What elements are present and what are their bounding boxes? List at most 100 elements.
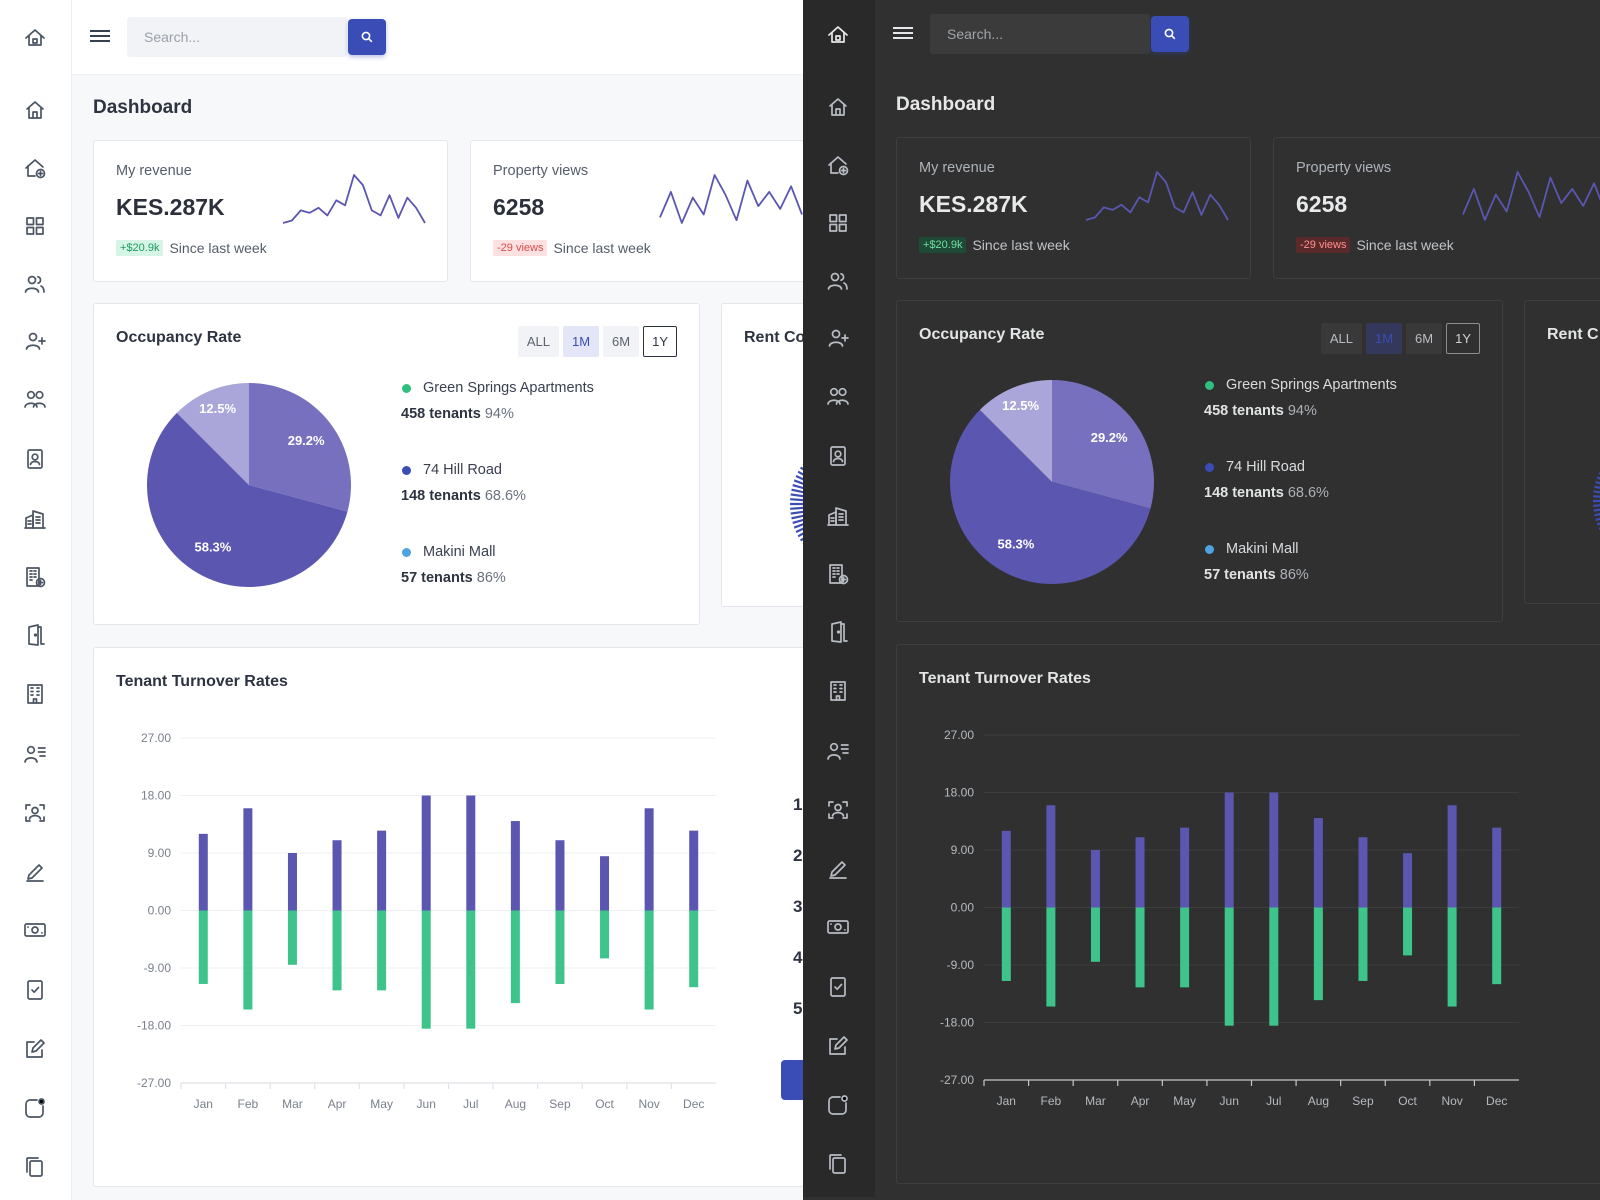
range-selector: ALL 1M 6M 1Y: [517, 326, 677, 357]
office-building-icon[interactable]: [824, 677, 852, 705]
user-frame-icon[interactable]: [824, 796, 852, 824]
copy-icon[interactable]: [21, 1153, 49, 1181]
grid-icon[interactable]: [824, 209, 852, 237]
stat-label: Property views: [493, 163, 589, 179]
money-icon[interactable]: [824, 913, 852, 941]
legend-dot: [402, 548, 411, 557]
turnover-card: Tenant Turnover Rates 27.00 18.00 9.00 0.00…: [896, 644, 1600, 1184]
radial-tick: [797, 470, 803, 476]
turnover-bar: [1492, 827, 1502, 908]
user-list-icon[interactable]: [21, 740, 49, 768]
add-building-icon[interactable]: [21, 563, 49, 591]
pen-icon[interactable]: [21, 858, 49, 886]
search-input[interactable]: [127, 17, 347, 57]
group-icon[interactable]: [21, 385, 49, 413]
occupancy-pie-chart: 29.2% 58.3% 12.5%: [950, 380, 1154, 584]
user-list-icon[interactable]: [824, 737, 852, 765]
revenue-sparkline: [282, 174, 426, 224]
buildings-icon[interactable]: [21, 505, 49, 533]
contact-card-icon[interactable]: [824, 442, 852, 470]
action-button[interactable]: [781, 1060, 803, 1100]
radial-tick: [1593, 490, 1600, 494]
menu-toggle-icon[interactable]: [90, 27, 110, 47]
range-1y-button[interactable]: 1Y: [1446, 323, 1480, 354]
door-icon[interactable]: [21, 621, 49, 649]
search-button[interactable]: [1151, 16, 1189, 52]
side-number: 1: [793, 795, 803, 814]
revenue-card: My revenue KES.287K +$20.9k Since last w…: [93, 140, 448, 282]
add-user-icon[interactable]: [824, 324, 852, 352]
turnover-bar: [243, 910, 253, 1010]
x-tick-label: Oct: [595, 1097, 614, 1111]
x-tick-label: Aug: [1308, 1094, 1329, 1108]
search-input[interactable]: [930, 14, 1150, 54]
radial-tick: [1595, 517, 1600, 522]
turnover-bar: [510, 910, 520, 1004]
users-icon[interactable]: [21, 270, 49, 298]
users-icon[interactable]: [824, 267, 852, 295]
legend-dot: [402, 384, 411, 393]
stat-label: Property views: [1296, 160, 1392, 176]
range-all-button[interactable]: ALL: [517, 326, 559, 357]
x-tick-label: May: [1173, 1094, 1196, 1108]
contact-card-icon[interactable]: [21, 445, 49, 473]
add-building-icon[interactable]: [824, 560, 852, 588]
legend-name: 74 Hill Road: [1226, 459, 1305, 475]
menu-toggle-icon[interactable]: [893, 24, 913, 44]
x-tick-label: Jul: [463, 1097, 478, 1111]
radial-tick: [790, 510, 803, 515]
legend-tenants: 57 tenants: [401, 570, 473, 586]
legend-item: 74 Hill Road 148 tenants 68.6%: [1204, 459, 1397, 541]
copy-icon[interactable]: [824, 1150, 852, 1178]
home-icon[interactable]: [21, 96, 49, 124]
radial-tick: [795, 527, 803, 533]
x-tick-label: Jun: [1220, 1094, 1239, 1108]
user-frame-icon[interactable]: [21, 799, 49, 827]
door-icon[interactable]: [824, 618, 852, 646]
legend-name: Green Springs Apartments: [423, 380, 594, 396]
range-1m-button[interactable]: 1M: [562, 326, 600, 357]
x-tick-label: Jun: [417, 1097, 436, 1111]
edit-icon[interactable]: [824, 1032, 852, 1060]
range-1m-button[interactable]: 1M: [1365, 323, 1403, 354]
turnover-card: Tenant Turnover Rates 27.00 18.00 9.00 0.00…: [93, 647, 803, 1187]
occupancy-pie-chart: 29.2% 58.3% 12.5%: [147, 383, 351, 587]
add-user-icon[interactable]: [21, 327, 49, 355]
page-title: Dashboard: [93, 97, 193, 118]
checklist-icon[interactable]: [21, 976, 49, 1004]
edit-icon[interactable]: [21, 1035, 49, 1063]
range-6m-button[interactable]: 6M: [603, 326, 640, 357]
range-1y-button[interactable]: 1Y: [643, 326, 677, 357]
grid-icon[interactable]: [21, 212, 49, 240]
logo-house-icon[interactable]: [824, 21, 852, 49]
y-tick-label: 27.00: [141, 731, 171, 745]
pie-slice-label: 12.5%: [1002, 398, 1039, 413]
notification-icon[interactable]: [21, 1094, 49, 1122]
checklist-icon[interactable]: [824, 973, 852, 1001]
logo-house-icon[interactable]: [21, 24, 49, 52]
pen-icon[interactable]: [824, 855, 852, 883]
x-tick-label: Mar: [282, 1097, 303, 1111]
turnover-bar: [1447, 907, 1457, 1007]
radial-tick: [792, 483, 803, 490]
money-icon[interactable]: [21, 916, 49, 944]
stat-value: KES.287K: [116, 194, 225, 220]
search-button[interactable]: [348, 19, 386, 55]
x-tick-label: Apr: [1131, 1094, 1150, 1108]
topbar: [875, 0, 1600, 72]
range-6m-button[interactable]: 6M: [1406, 323, 1443, 354]
legend-percent: 86%: [1279, 567, 1309, 583]
turnover-bar: [1001, 907, 1011, 981]
x-tick-label: Apr: [328, 1097, 347, 1111]
add-property-icon[interactable]: [21, 154, 49, 182]
turnover-bar: [377, 910, 387, 991]
range-all-button[interactable]: ALL: [1320, 323, 1362, 354]
turnover-bar: [1313, 818, 1323, 908]
buildings-icon[interactable]: [824, 502, 852, 530]
add-property-icon[interactable]: [824, 151, 852, 179]
change-badge: +$20.9k: [116, 240, 164, 256]
office-building-icon[interactable]: [21, 680, 49, 708]
group-icon[interactable]: [824, 382, 852, 410]
notification-icon[interactable]: [824, 1091, 852, 1119]
home-icon[interactable]: [824, 93, 852, 121]
